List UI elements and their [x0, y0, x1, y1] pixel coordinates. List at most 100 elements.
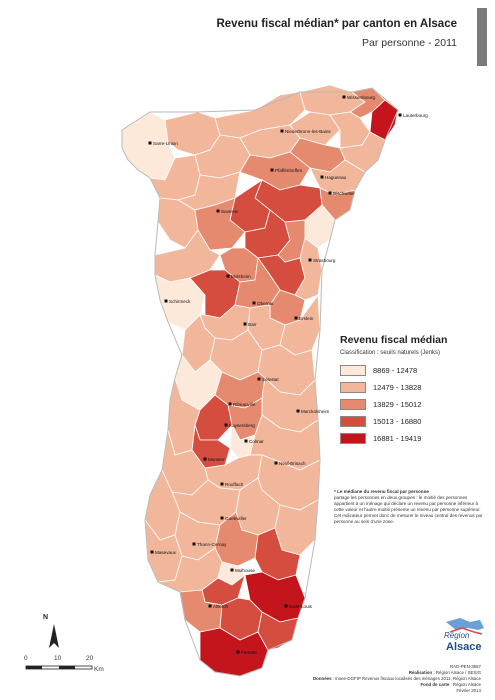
- town-label: Barr: [248, 322, 257, 327]
- town-marker: [220, 516, 224, 520]
- town-label: Guebwiller: [225, 516, 247, 521]
- legend-label: 12479 - 13828: [373, 383, 422, 392]
- town-label: Marckolsheim: [301, 409, 330, 414]
- town-label: Kaysersberg: [229, 423, 255, 428]
- town-label: Rouffach: [225, 482, 244, 487]
- town-marker: [398, 113, 402, 117]
- town-label: Masevaux: [155, 550, 177, 555]
- credits: RAD-PEN-3587 Réalisation : Région Alsace…: [181, 664, 481, 694]
- town-marker: [320, 175, 324, 179]
- region-outline: [121, 87, 399, 677]
- north-arrow-icon: [49, 624, 59, 648]
- town-label: Altkirch: [213, 604, 229, 609]
- town-marker: [342, 95, 346, 99]
- town-marker: [244, 439, 248, 443]
- town-marker: [257, 377, 261, 381]
- town-marker: [280, 129, 284, 133]
- town-marker: [328, 191, 332, 195]
- legend-subtitle: Classification : seuils naturels (Jenks): [340, 350, 441, 356]
- town-marker: [203, 457, 207, 461]
- town-label: Haguenau: [325, 175, 347, 180]
- map-title: Revenu fiscal médian* par canton en Alsa…: [216, 18, 457, 30]
- town-marker: [226, 274, 230, 278]
- town-marker: [220, 482, 224, 486]
- town-marker: [252, 301, 256, 305]
- town-marker: [150, 550, 154, 554]
- scale-unit: Km: [94, 666, 104, 673]
- town-marker: [270, 168, 274, 172]
- town-marker: [284, 604, 288, 608]
- legend-class-1: 12479 - 13828: [340, 379, 490, 396]
- town-label: Erstein: [299, 316, 314, 321]
- town-label: Lauterbourg: [403, 113, 428, 118]
- canton-regions: [121, 84, 399, 677]
- town-label: Bischwiller: [333, 191, 355, 196]
- credits-fond: : Région Alsace: [449, 682, 481, 687]
- town-label: Neuf-Brisach: [279, 461, 306, 466]
- credits-fond-key: Fond de carte: [420, 682, 450, 687]
- town-marker: [274, 461, 278, 465]
- town-marker: [236, 650, 240, 654]
- town-label: Sarre-Union: [153, 141, 178, 146]
- town-label: Colmar: [249, 439, 264, 444]
- town-marker: [216, 209, 220, 213]
- scale-bar-graphic: [25, 665, 93, 670]
- legend-class-4: 16881 - 19419: [340, 430, 490, 447]
- town-label: Niederbronn-les-Bains: [285, 129, 331, 134]
- logo-line1: Région: [444, 631, 470, 640]
- credits-ref: RAD-PEN-3587: [450, 664, 481, 669]
- north-label: N: [43, 614, 49, 621]
- town-label: Wissembourg: [347, 95, 376, 100]
- town-labels: Wissembourg Lauterbourg Sarre-Union Niederb…: [148, 95, 428, 655]
- town-marker: [228, 402, 232, 406]
- town-marker: [148, 141, 152, 145]
- town-marker: [230, 568, 234, 572]
- decorative-bar: [477, 8, 487, 66]
- town-marker: [164, 299, 168, 303]
- legend-swatch: [340, 399, 366, 410]
- legend-label: 15013 - 16880: [373, 417, 422, 426]
- credits-date: Février 2014: [456, 688, 481, 693]
- town-marker: [296, 409, 300, 413]
- legend: Revenu fiscal médian Classification : se…: [340, 334, 490, 447]
- town-marker: [308, 258, 312, 262]
- town-marker: [243, 322, 247, 326]
- credits-donnees-key: Données: [313, 676, 332, 681]
- legend-label: 16881 - 19419: [373, 434, 422, 443]
- credits-realisation: : Région Alsace / SESIG: [432, 670, 481, 675]
- town-label: Pfaffenhoffen: [275, 168, 303, 173]
- legend-label: 13829 - 15012: [373, 400, 422, 409]
- town-label: Mulhouse: [235, 568, 255, 573]
- scale-label-0: 0: [24, 655, 28, 662]
- town-label: Ribeauvillé: [233, 402, 256, 407]
- legend-class-2: 13829 - 15012: [340, 396, 490, 413]
- legend-class-3: 15013 - 16880: [340, 413, 490, 430]
- legend-class-0: 8869 - 12478: [340, 362, 490, 379]
- town-label: Schirmeck: [169, 299, 191, 304]
- legend-swatch: [340, 416, 366, 427]
- town-label: Thann-Cernay: [197, 542, 227, 547]
- note-body: partage les personnes en deux groupes : …: [334, 495, 483, 524]
- legend-swatch: [340, 382, 366, 393]
- town-label: Molsheim: [231, 274, 251, 279]
- town-label: Munster: [208, 457, 225, 462]
- town-label: Obernai: [257, 301, 273, 306]
- town-marker: [192, 542, 196, 546]
- town-marker: [294, 316, 298, 320]
- credits-donnees: : Insee-DGFIP Revenus fiscaux localisés …: [331, 676, 481, 681]
- definition-note: * Le médiane du revenu fiscal par person…: [334, 489, 484, 525]
- town-marker: [208, 604, 212, 608]
- town-label: Sélestat: [262, 377, 279, 382]
- credits-realisation-key: Réalisation: [408, 670, 433, 675]
- town-label: Saverne: [221, 209, 239, 214]
- legend-swatch: [340, 433, 366, 444]
- legend-label: 8869 - 12478: [373, 366, 418, 375]
- logo-line2: Alsace: [446, 641, 482, 653]
- town-label: Strasbourg: [313, 258, 336, 263]
- map-subtitle: Par personne - 2011: [362, 37, 457, 49]
- town-label: Saint-Louis: [289, 604, 313, 609]
- region-logo: [446, 618, 484, 635]
- town-label: Ferrette: [241, 650, 258, 655]
- legend-swatch: [340, 365, 366, 376]
